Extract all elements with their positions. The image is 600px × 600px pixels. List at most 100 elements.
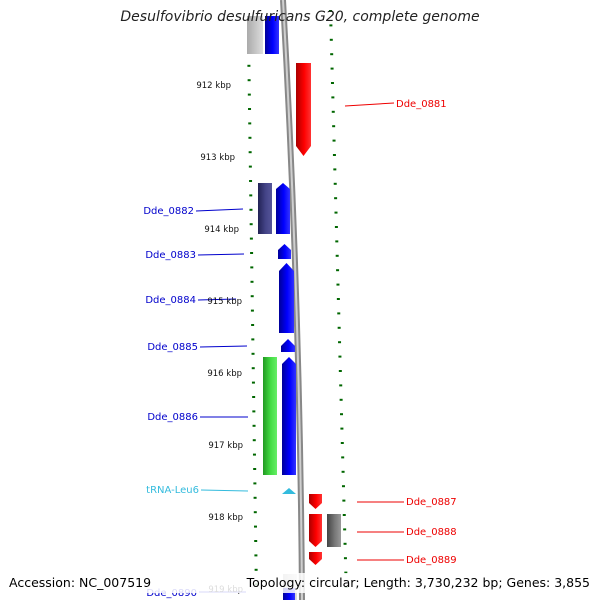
feature-label-dde-0884[interactable]: Dde_0884 [145, 295, 196, 306]
map-title: Desulfovibrio desulfuricans G20, complet… [120, 9, 480, 25]
gene-glyph-dde-0889[interactable] [309, 552, 322, 565]
minor-tick-left [248, 122, 252, 125]
feature-label-dde-0882[interactable]: Dde_0882 [143, 206, 194, 217]
gene-glyph-dde-0887[interactable] [309, 494, 322, 509]
minor-tick-right [330, 67, 334, 70]
minor-tick-right [333, 168, 337, 171]
leader-dde-0882 [195, 208, 244, 212]
gene-glyph-dde-0886[interactable] [282, 357, 296, 475]
minor-tick-right [332, 154, 336, 156]
minor-tick-right [340, 413, 344, 416]
minor-tick-left [253, 468, 257, 470]
minor-tick-right [332, 139, 336, 142]
minor-tick-left [252, 453, 256, 456]
minor-tick-left [253, 496, 257, 499]
minor-tick-left [251, 338, 255, 341]
minor-tick-left [249, 237, 253, 240]
feature-label-dde-0886[interactable]: Dde_0886 [147, 412, 198, 423]
gene-glyph-dde-0888[interactable] [309, 514, 322, 547]
minor-tick-right [333, 182, 337, 185]
minor-tick-left [250, 252, 254, 254]
leader-dde-0884 [197, 298, 237, 301]
minor-tick-right [329, 24, 333, 27]
minor-tick-left [254, 540, 258, 542]
minor-tick-right [339, 384, 343, 387]
gene-glyph-dde-0885[interactable] [281, 339, 295, 352]
minor-tick-right [329, 10, 332, 12]
minor-tick-right [341, 485, 345, 488]
gene-glyph-dde-0883[interactable] [278, 244, 291, 259]
ruler-label-918: 918 kbp [208, 513, 243, 523]
minor-tick-left [250, 295, 254, 298]
minor-tick-left [254, 554, 258, 557]
gene-glyph-dde-0881[interactable] [296, 63, 311, 156]
cds-glyph-dde-0888[interactable] [327, 514, 341, 547]
feature-label-dde-0887[interactable]: Dde_0887 [406, 497, 457, 508]
minor-tick-right [342, 514, 346, 516]
leader-dde-0885 [199, 345, 248, 348]
minor-tick-left [248, 136, 252, 139]
partial-gene-top-blue [265, 16, 279, 54]
position-ticks [247, 10, 348, 588]
minor-tick-left [252, 410, 256, 413]
minor-tick-right [342, 499, 346, 502]
feature-label-trna-leu6[interactable]: tRNA-Leu6 [146, 485, 199, 496]
minor-tick-right [334, 226, 338, 228]
ruler-label-917: 917 kbp [208, 441, 243, 451]
cds-glyph-dde-0886[interactable] [263, 357, 277, 475]
minor-tick-left [248, 165, 252, 168]
ruler-label-913: 913 kbp [200, 153, 235, 163]
minor-tick-left [249, 208, 253, 211]
minor-tick-right [330, 82, 334, 84]
partial-gene-top-pale [247, 16, 263, 54]
minor-tick-left [254, 568, 258, 571]
feature-labels[interactable]: Dde_0881 Dde_0882 Dde_0883 Dde_0884 Dde_… [143, 99, 456, 599]
minor-tick-left [253, 511, 257, 514]
minor-tick-right [343, 542, 347, 545]
gene-glyph-dde-0882[interactable] [276, 183, 290, 234]
minor-tick-left [252, 396, 256, 398]
minor-tick-left [247, 64, 251, 67]
ruler-label-915: 915 kbp [207, 297, 242, 307]
minor-tick-right [343, 528, 347, 531]
minor-tick-right [334, 197, 338, 200]
minor-tick-right [339, 398, 343, 401]
minor-tick-left [250, 309, 254, 312]
footer-backdrop [0, 573, 600, 593]
ruler-label-914: 914 kbp [204, 225, 239, 235]
leader-trna-leu6 [200, 489, 249, 492]
minor-tick-left [251, 367, 255, 370]
minor-tick-right [338, 370, 342, 372]
minor-tick-left [252, 439, 256, 442]
minor-tick-left [249, 223, 253, 226]
minor-tick-right [335, 240, 339, 243]
minor-tick-right [343, 557, 347, 560]
leader-dde-0883 [197, 253, 245, 256]
minor-tick-right [332, 125, 336, 128]
feature-label-dde-0890[interactable]: Dde_0890 [146, 588, 197, 599]
minor-tick-right [337, 312, 341, 315]
feature-label-dde-0881[interactable]: Dde_0881 [396, 99, 447, 110]
feature-label-dde-0885[interactable]: Dde_0885 [147, 342, 198, 353]
rna-glyph-trna-leu6[interactable] [282, 488, 296, 494]
minor-tick-right [336, 298, 340, 300]
minor-tick-right [340, 427, 344, 430]
cds-glyph-dde-0882[interactable] [258, 183, 272, 234]
feature-glyphs [247, 16, 341, 600]
leader-dde-0881 [344, 102, 395, 107]
minor-tick-right [331, 110, 335, 113]
feature-label-dde-0889[interactable]: Dde_0889 [406, 555, 457, 566]
gene-glyph-dde-0884[interactable] [279, 263, 294, 333]
feature-label-dde-0883[interactable]: Dde_0883 [145, 250, 196, 261]
ruler-label-916: 916 kbp [207, 369, 242, 379]
minor-tick-right [341, 470, 345, 473]
minor-tick-right [334, 211, 338, 214]
minor-tick-left [251, 324, 255, 326]
genome-summary-text: Topology: circular; Length: 3,730,232 bp… [246, 575, 590, 590]
feature-label-dde-0888[interactable]: Dde_0888 [406, 527, 457, 538]
minor-tick-right [344, 571, 348, 574]
minor-tick-left [252, 424, 256, 427]
minor-tick-right [336, 269, 340, 272]
